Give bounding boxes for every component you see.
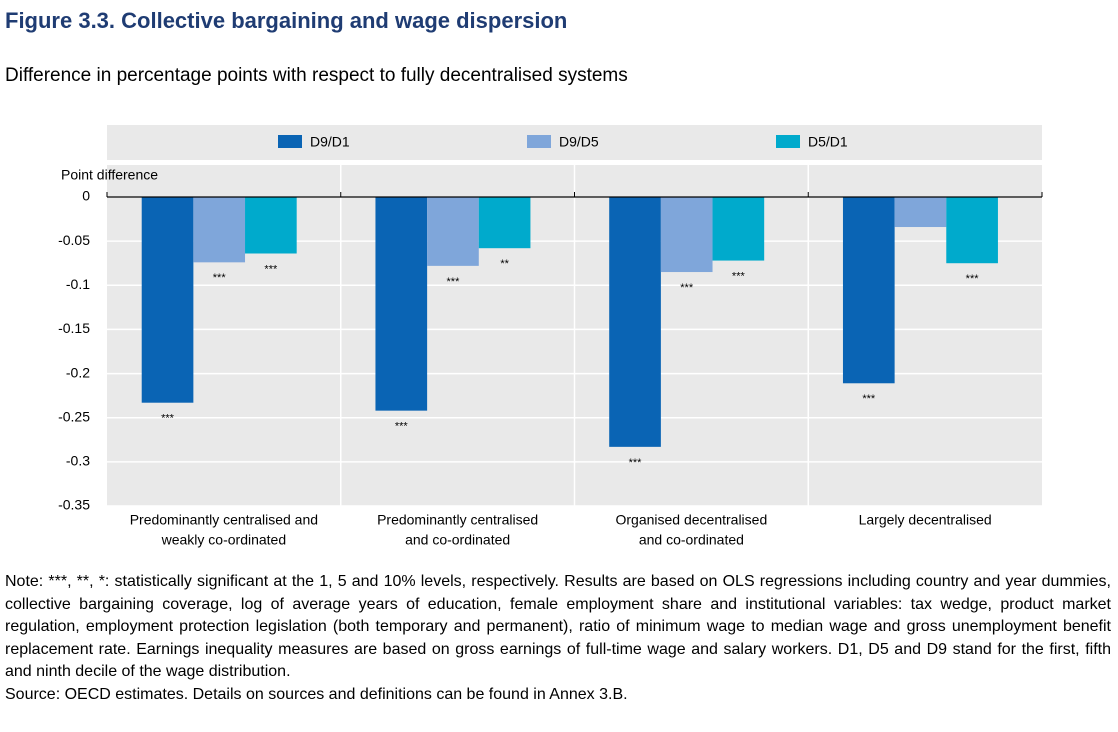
- bar: [427, 197, 479, 266]
- legend-swatch: [776, 135, 800, 148]
- bar: [375, 197, 428, 411]
- bar: [141, 197, 194, 403]
- bar: [712, 197, 765, 261]
- legend-label: D5/D1: [808, 134, 848, 150]
- y-tick-label: -0.35: [58, 497, 90, 513]
- bar: [842, 197, 895, 384]
- legend-label: D9/D5: [559, 134, 599, 150]
- chart-title: Figure 3.3. Collective bargaining and wa…: [5, 8, 567, 33]
- bar: [193, 197, 246, 263]
- bar: [946, 197, 998, 264]
- bar: [478, 197, 531, 249]
- y-axis-label: Point difference: [61, 167, 158, 183]
- significance-label: **: [500, 258, 509, 270]
- y-tick-label: -0.05: [58, 232, 90, 248]
- legend-background: [107, 125, 1042, 160]
- x-tick-label: Largely decentralised: [859, 512, 992, 528]
- bar: [245, 197, 297, 254]
- x-tick-label: and co-ordinated: [405, 532, 510, 548]
- y-tick-label: -0.3: [66, 453, 90, 469]
- significance-label: ***: [447, 276, 461, 288]
- significance-label: ***: [161, 413, 175, 425]
- significance-label: ***: [264, 263, 278, 275]
- significance-label: ***: [732, 270, 746, 282]
- significance-label: ***: [395, 421, 409, 433]
- notes: Note: ***, **, *: statistically signific…: [5, 571, 1111, 706]
- x-tick-label: Organised decentralised: [615, 512, 767, 528]
- legend-swatch: [278, 135, 302, 148]
- x-tick-label: Predominantly centralised: [377, 512, 538, 528]
- bar: [609, 197, 661, 447]
- x-tick-label: Predominantly centralised and: [130, 512, 318, 528]
- significance-label: ***: [862, 393, 876, 405]
- significance-label: ***: [213, 272, 227, 284]
- chart: Figure 3.3. Collective bargaining and wa…: [5, 8, 1043, 548]
- x-tick-label: weakly co-ordinated: [161, 532, 287, 548]
- significance-label: ***: [629, 457, 643, 469]
- legend-swatch: [527, 135, 551, 148]
- y-tick-label: -0.15: [58, 320, 90, 336]
- chart-subtitle: Difference in percentage points with res…: [5, 65, 628, 86]
- y-tick-label: 0: [82, 188, 90, 204]
- legend-label: D9/D1: [310, 134, 350, 150]
- significance-label: ***: [680, 282, 694, 294]
- y-tick-label: -0.2: [66, 364, 90, 380]
- significance-label: ***: [966, 273, 980, 285]
- note: Note: ***, **, *: statistically signific…: [5, 573, 1111, 680]
- bar: [660, 197, 713, 273]
- x-tick-label: and co-ordinated: [639, 532, 744, 548]
- source: Source: OECD estimates. Details on sourc…: [5, 685, 628, 703]
- bar: [894, 197, 947, 228]
- y-tick-label: -0.25: [58, 408, 90, 424]
- y-tick-label: -0.1: [66, 276, 90, 292]
